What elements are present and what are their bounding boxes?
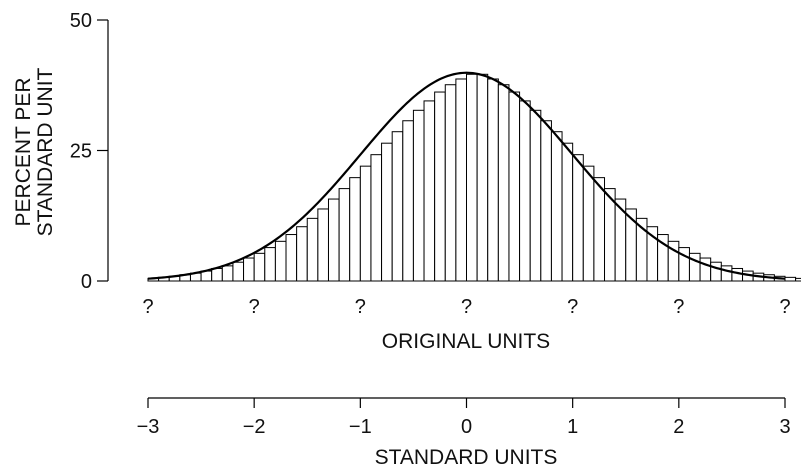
- y-axis: 0 25 50: [70, 10, 109, 293]
- histogram-bar: [688, 252, 701, 282]
- histogram-bar: [338, 188, 351, 282]
- original-tick-label: ?: [779, 296, 790, 318]
- histogram-bar: [296, 226, 308, 282]
- histogram-bar: [550, 131, 563, 282]
- histogram-bar: [274, 240, 287, 282]
- standard-tick-label: −1: [349, 416, 372, 438]
- histogram-bar: [327, 198, 340, 282]
- histogram-bar: [253, 252, 266, 282]
- standard-tick-label: 1: [567, 416, 578, 438]
- histogram-bar: [519, 100, 531, 282]
- histogram-bar: [444, 84, 457, 282]
- original-tick-label: ?: [142, 296, 153, 318]
- histogram-bar: [795, 277, 801, 282]
- normal-curve: [147, 71, 786, 280]
- histogram-bars: [147, 73, 801, 282]
- histogram-bar: [243, 257, 255, 282]
- histogram-bar: [391, 131, 404, 282]
- histogram-bar: [699, 257, 712, 282]
- standard-units-axis: −3 −2 −1 0 1 2 3: [137, 397, 791, 438]
- histogram-bar: [540, 120, 552, 282]
- histogram-bar: [720, 265, 733, 282]
- original-tick-label: ?: [355, 296, 366, 318]
- histogram-bar: [317, 208, 329, 282]
- histogram-bar: [434, 91, 446, 282]
- y-axis-title-line-2: STANDARD UNIT: [34, 67, 57, 236]
- x-axis-title-original: ORIGINAL UNITS: [382, 330, 550, 353]
- original-tick-label: ?: [249, 296, 260, 318]
- y-axis-title: PERCENT PER STANDARD UNIT: [12, 67, 57, 236]
- histogram-bar: [402, 120, 414, 282]
- histogram-bar: [221, 265, 234, 282]
- histogram-bar: [349, 177, 361, 282]
- y-tick-label: 0: [81, 271, 92, 293]
- y-tick-label: 25: [70, 141, 92, 163]
- histogram-bar: [466, 73, 478, 282]
- histogram-bar: [561, 142, 574, 282]
- x-axis-title-standard: STANDARD UNITS: [375, 446, 558, 469]
- y-tick-label: 50: [70, 10, 92, 32]
- histogram-bar: [211, 267, 223, 282]
- histogram-bar: [381, 142, 393, 282]
- original-tick-label: ?: [461, 296, 472, 318]
- histogram-bar: [582, 165, 595, 282]
- histogram-bar: [412, 109, 425, 282]
- standard-tick-label: 0: [461, 416, 472, 438]
- histogram-bar: [370, 154, 383, 282]
- original-tick-label: ?: [673, 296, 684, 318]
- histogram-bar: [359, 165, 372, 282]
- standard-tick-label: 2: [673, 416, 684, 438]
- histogram-bar: [264, 247, 276, 282]
- histogram-bar: [285, 234, 298, 282]
- original-tick-label: ?: [567, 296, 578, 318]
- histogram-bar: [710, 261, 722, 282]
- histogram-bar: [593, 177, 606, 282]
- histogram-bar: [508, 91, 521, 282]
- original-units-axis: ???????: [142, 296, 790, 318]
- standard-tick-label: 3: [779, 416, 790, 438]
- histogram-bar: [306, 217, 319, 282]
- histogram-bar: [476, 73, 489, 282]
- histogram-bar: [572, 154, 584, 282]
- histogram-bar: [784, 276, 797, 282]
- standard-tick-label: −2: [243, 416, 266, 438]
- histogram-bar: [455, 78, 467, 282]
- standard-tick-label: −3: [137, 416, 160, 438]
- y-axis-title-line-1: PERCENT PER: [12, 78, 35, 227]
- histogram-bar: [497, 84, 510, 282]
- histogram-bar: [423, 100, 436, 282]
- histogram-bar: [487, 78, 499, 282]
- histogram-bar: [232, 261, 245, 282]
- histogram-bar: [529, 109, 542, 282]
